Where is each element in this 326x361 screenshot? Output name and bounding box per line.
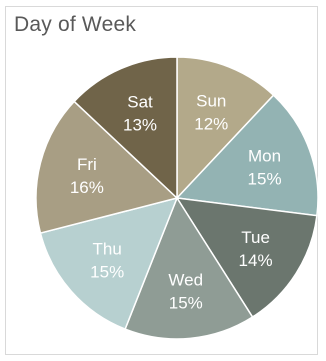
slice-percent-label: 15% [169,294,203,313]
slice-category-label: Thu [93,240,122,259]
pie-slice-mon [175,94,319,217]
slice-category-label: Sun [196,91,226,110]
slice-percent-label: 12% [194,114,228,133]
slice-percent-label: 13% [123,116,157,135]
slice-percent-label: 16% [70,178,104,197]
pie-slice-fri [35,100,179,234]
pie-slice-wed [124,196,254,340]
slice-category-label: Tue [241,228,270,247]
slice-category-label: Wed [168,271,203,290]
slice-category-label: Fri [77,155,97,174]
pie-labels: Sun 12% Mon 15% Tue 14% Wed 15% Thu 15% Fri 16% Sat 1… [70,91,282,312]
slice-percent-label: 15% [248,169,282,188]
slice-category-label: Mon [248,146,281,165]
slice-percent-label: 15% [90,263,124,282]
pie-slice-sat [73,56,178,200]
slice-category-label: Sat [127,93,153,112]
pie-slices [35,56,319,340]
slice-percent-label: 14% [239,251,273,270]
pie-slice-sun [176,56,275,200]
chart-title: Day of Week [14,13,137,36]
pie-slice-tue [175,197,318,319]
pie-slice-thu [39,196,179,331]
